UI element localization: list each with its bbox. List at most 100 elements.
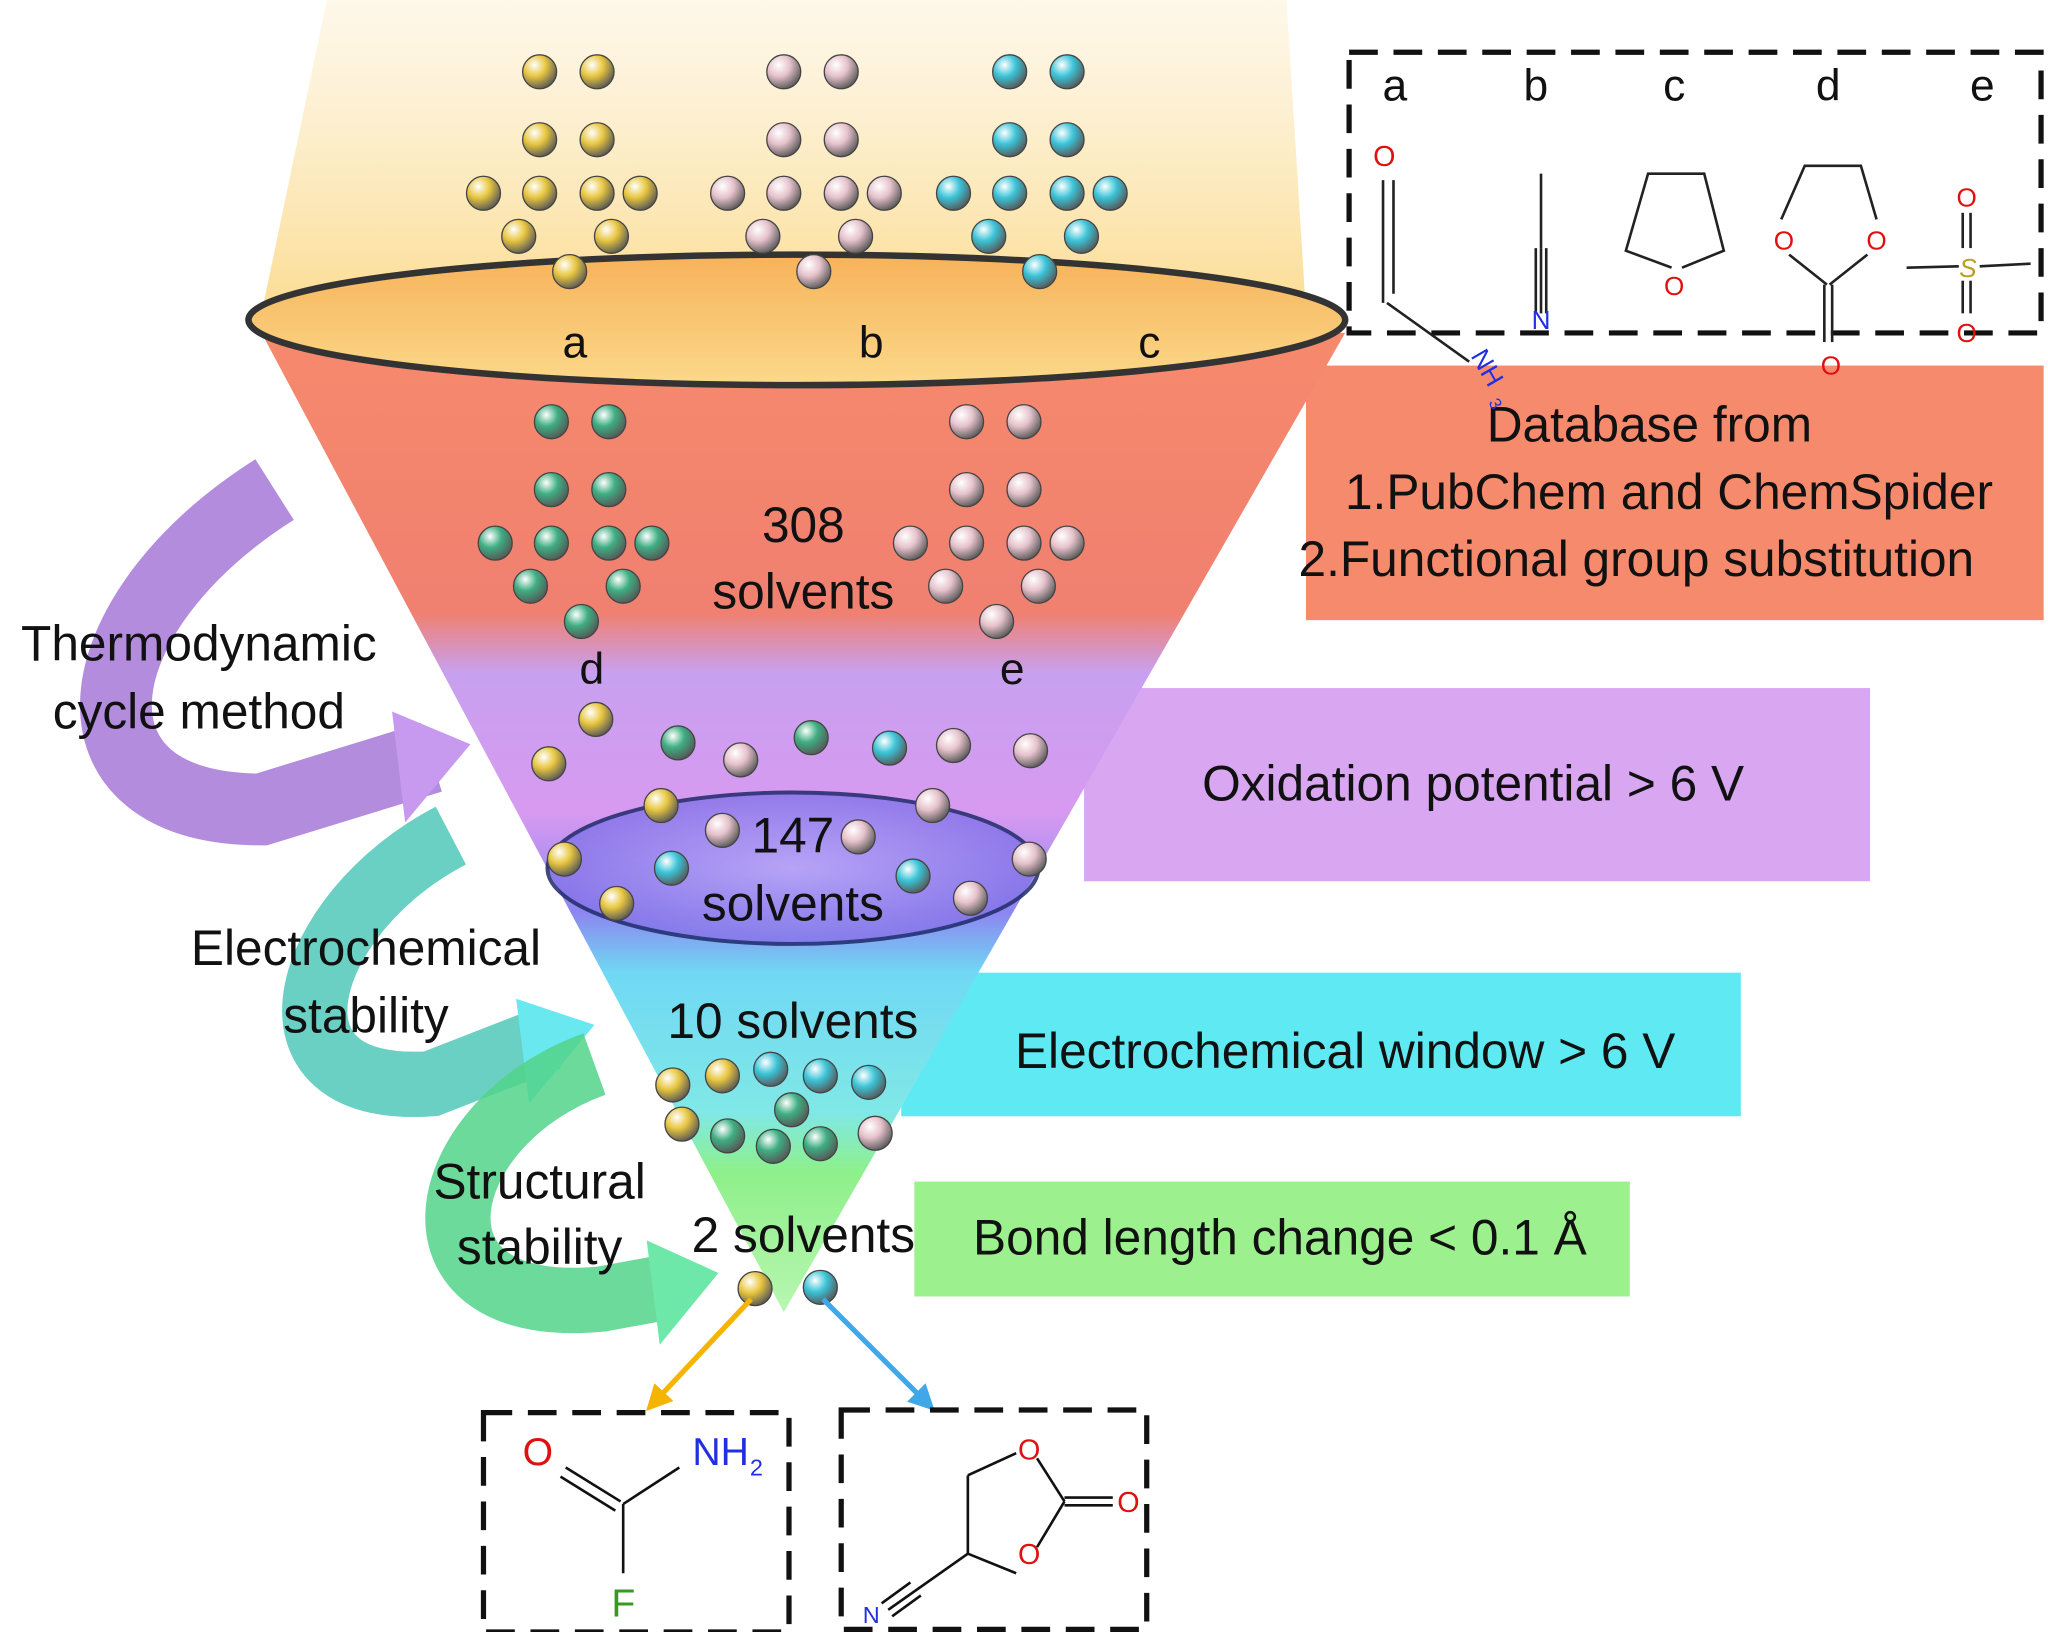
molecule-sphere-pink: [766, 175, 802, 211]
result-structure-1: O NH 2 F: [480, 1410, 792, 1632]
molecule-sphere-cyan: [802, 1269, 838, 1305]
molecule-sphere-pink: [823, 54, 859, 90]
stage4-label: 2 solvents: [692, 1207, 915, 1263]
molecule-sphere-pink: [796, 253, 832, 290]
thermo-label-2: cycle method: [53, 684, 345, 740]
atom-o: O: [1821, 351, 1841, 381]
atom-n: N: [863, 1602, 880, 1628]
molecule-sphere-pink: [710, 175, 746, 211]
thermo-arrow-head: [392, 711, 471, 823]
molecule-sphere-pink: [928, 568, 964, 604]
group-label-d: d: [580, 645, 605, 694]
molecule-sphere-yellow: [521, 122, 558, 158]
molecule-sphere-cyan: [802, 1058, 838, 1094]
molecule-sphere-green: [802, 1126, 838, 1162]
atom-n: N: [1532, 305, 1551, 335]
molecule-sphere-pink: [978, 603, 1015, 640]
molecule-sphere-cyan: [871, 730, 908, 766]
molecule-sphere-green: [533, 525, 569, 561]
structure-legend: a b c d e O N O O: [1346, 49, 2044, 413]
structural-arrow-head: [646, 1240, 719, 1345]
atom-subscript: 2: [750, 1454, 763, 1480]
molecule-sphere-pink: [723, 742, 759, 778]
molecule-sphere-green: [605, 568, 641, 604]
molecule-sphere-pink: [1006, 525, 1042, 561]
window-criterion: Electrochemical window > 6 V: [1015, 1023, 1675, 1079]
molecule-sphere-yellow: [737, 1271, 773, 1307]
bond-bar: [914, 1181, 1630, 1297]
legend-label-b: b: [1523, 62, 1548, 111]
molecule-sphere-cyan: [851, 1064, 887, 1100]
stage3-label: 10 solvents: [667, 993, 918, 1049]
electro-arrow: [282, 806, 561, 1117]
molecule-sphere-green: [533, 471, 569, 508]
molecule-sphere-cyan: [653, 850, 690, 886]
molecule-sphere-green: [634, 525, 670, 561]
group-label-c: c: [1138, 319, 1160, 368]
molecule-sphere-yellow: [664, 1106, 700, 1142]
molecule-sphere-yellow: [599, 885, 635, 922]
molecule-sphere-green: [773, 1092, 810, 1128]
molecule-sphere-pink: [935, 727, 972, 764]
database-source-2: 2.Functional group substitution: [1298, 531, 1974, 587]
molecule-sphere-pink: [866, 175, 902, 211]
molecule-sphere-pink: [914, 787, 951, 824]
legend-label-e: e: [1970, 62, 1995, 111]
atom-nh: NH: [692, 1431, 749, 1474]
thermo-arrow: [80, 459, 442, 846]
stage1-count: 308: [762, 497, 845, 553]
atom-o: O: [1664, 271, 1684, 301]
stage1-unit: solvents: [712, 563, 894, 619]
molecule-sphere-yellow: [579, 122, 615, 158]
atom-o: O: [1018, 1435, 1040, 1467]
molecule-sphere-pink: [1006, 404, 1042, 440]
molecule-sphere-pink: [892, 525, 929, 561]
electro-label-1: Electrochemical: [191, 920, 541, 976]
molecule-sphere-cyan: [935, 175, 972, 211]
database-title: Database from: [1487, 396, 1812, 452]
oxidation-bar: [1084, 688, 1871, 882]
molecule-sphere-green: [512, 568, 549, 604]
database-source-1: 1.PubChem and ChemSpider: [1345, 464, 1993, 520]
stage2-unit: solvents: [702, 875, 884, 931]
atom-s: S: [1959, 253, 1977, 283]
molecule-sphere-yellow: [552, 253, 588, 290]
electro-label-2: stability: [283, 988, 449, 1044]
molecule-sphere-cyan: [992, 122, 1028, 158]
molecule-sphere-yellow: [655, 1067, 691, 1103]
result-arrow-blue: [821, 1297, 935, 1411]
molecule-sphere-pink: [1049, 525, 1085, 561]
molecule-sphere-cyan: [895, 858, 931, 894]
molecule-sphere-yellow: [501, 218, 537, 254]
molecule-sphere-cyan: [971, 218, 1007, 254]
molecule-sphere-green: [533, 404, 569, 440]
molecule-sphere-cyan: [753, 1051, 789, 1087]
stage2-count: 147: [752, 808, 835, 864]
molecule-sphere-pink: [1006, 471, 1042, 508]
molecule-sphere-green: [563, 603, 600, 640]
structural-label-1: Structural: [433, 1154, 645, 1210]
molecule-sphere-cyan: [992, 54, 1028, 90]
molecule-sphere-green: [477, 525, 513, 561]
thermo-label-1: Thermodynamic: [21, 616, 377, 672]
atom-o: O: [1117, 1487, 1139, 1519]
result-structure-2: O O O N: [838, 1407, 1150, 1632]
molecule-sphere-pink: [948, 525, 985, 561]
molecule-sphere-pink: [952, 880, 989, 916]
molecule-sphere-cyan: [992, 175, 1028, 211]
molecule-sphere-pink: [766, 122, 802, 158]
structural-label-2: stability: [457, 1219, 623, 1275]
solvent-molecules: [465, 54, 1128, 1307]
molecule-sphere-green: [793, 720, 829, 756]
molecule-sphere-green: [710, 1118, 746, 1154]
molecule-sphere-pink: [948, 404, 985, 440]
oxidation-criterion: Oxidation potential > 6 V: [1202, 755, 1744, 811]
legend-label-d: d: [1816, 62, 1841, 111]
molecule-sphere-cyan: [1049, 175, 1085, 211]
legend-label-a: a: [1382, 62, 1407, 111]
molecule-sphere-yellow: [643, 787, 679, 824]
molecule-sphere-green: [591, 471, 627, 508]
molecule-sphere-yellow: [578, 701, 614, 738]
molecule-sphere-pink: [1011, 841, 1047, 877]
